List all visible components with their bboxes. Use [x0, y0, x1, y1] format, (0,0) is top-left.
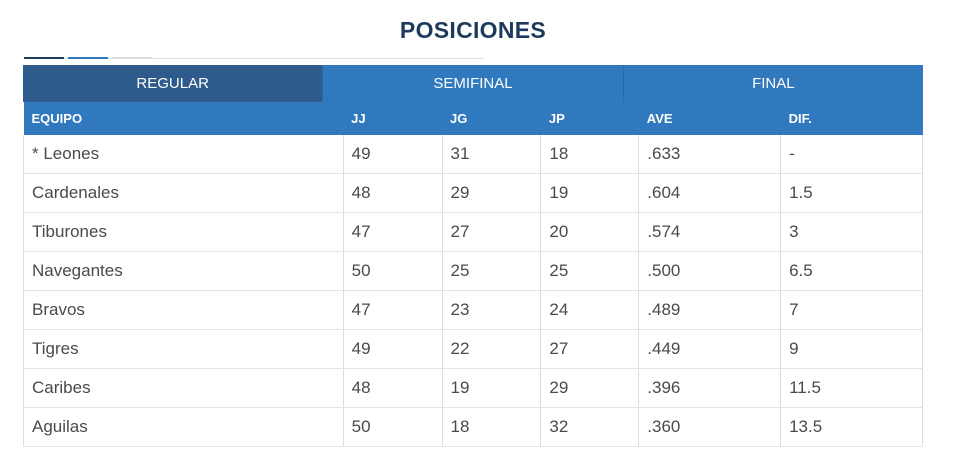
table-row: Aguilas 50 18 32 .360 13.5	[23, 407, 923, 447]
table-row: Cardenales 48 29 19 .604 1.5	[23, 173, 923, 213]
cell-jg: 23	[441, 290, 542, 330]
underline-base	[24, 58, 484, 59]
header-dif: DIF.	[780, 102, 923, 135]
cell-ave: .360	[638, 407, 782, 447]
cell-jp: 29	[540, 368, 640, 408]
cell-dif: 9	[780, 329, 923, 369]
cell-ave: .633	[638, 135, 782, 174]
cell-team: Bravos	[23, 290, 344, 330]
cell-jj: 48	[342, 173, 443, 213]
page-title: POSICIONES	[399, 17, 547, 43]
cell-team: * Leones	[23, 135, 344, 174]
cell-jg: 22	[441, 329, 542, 369]
tab-regular[interactable]: REGULAR	[23, 65, 324, 102]
cell-dif: 1.5	[780, 173, 923, 213]
underline-segment-dark	[24, 57, 64, 59]
table-row: Bravos 47 23 24 .489 7	[23, 290, 923, 330]
cell-jj: 49	[342, 135, 443, 174]
cell-ave: .604	[638, 173, 782, 213]
cell-jj: 50	[342, 251, 443, 291]
cell-dif: 13.5	[780, 407, 923, 447]
cell-team: Caribes	[23, 368, 344, 408]
standings-table: EQUIPO JJ JG JP AVE DIF. * Leones 49 31 …	[23, 102, 923, 447]
cell-team: Tigres	[23, 329, 344, 369]
underline-segment-blue	[68, 57, 108, 59]
underline-segment-grey	[112, 57, 152, 59]
table-row: Tiburones 47 27 20 .574 3	[23, 212, 923, 252]
cell-ave: .449	[638, 329, 782, 369]
cell-jg: 19	[441, 368, 542, 408]
title-underline	[24, 56, 484, 59]
cell-dif: 11.5	[780, 368, 923, 408]
cell-jg: 18	[441, 407, 542, 447]
cell-jg: 31	[441, 135, 542, 174]
cell-jp: 20	[540, 212, 640, 252]
standings-tabs: REGULAR SEMIFINAL FINAL	[23, 65, 923, 102]
cell-jg: 27	[441, 212, 542, 252]
cell-jg: 25	[441, 251, 542, 291]
cell-jp: 19	[540, 173, 640, 213]
cell-ave: .574	[638, 212, 782, 252]
header-ave: AVE	[638, 102, 781, 135]
cell-jp: 27	[540, 329, 640, 369]
cell-jj: 48	[342, 368, 443, 408]
cell-jj: 49	[342, 329, 443, 369]
header-jp: JP	[540, 102, 639, 135]
cell-jp: 25	[540, 251, 640, 291]
cell-dif: -	[780, 135, 923, 174]
cell-team: Navegantes	[23, 251, 344, 291]
cell-ave: .489	[638, 290, 782, 330]
table-row: Tigres 49 22 27 .449 9	[23, 329, 923, 369]
cell-dif: 7	[780, 290, 923, 330]
cell-jj: 47	[342, 212, 443, 252]
cell-jj: 47	[342, 290, 443, 330]
cell-dif: 3	[780, 212, 923, 252]
tab-semifinal[interactable]: SEMIFINAL	[323, 65, 624, 102]
cell-team: Cardenales	[23, 173, 344, 213]
cell-ave: .396	[638, 368, 782, 408]
cell-ave: .500	[638, 251, 782, 291]
cell-team: Aguilas	[23, 407, 344, 447]
header-jg: JG	[442, 102, 541, 135]
cell-team: Tiburones	[23, 212, 344, 252]
table-row: Navegantes 50 25 25 .500 6.5	[23, 251, 923, 291]
cell-dif: 6.5	[780, 251, 923, 291]
table-header-row: EQUIPO JJ JG JP AVE DIF.	[23, 102, 923, 135]
cell-jp: 32	[540, 407, 640, 447]
tab-final[interactable]: FINAL	[752, 75, 795, 92]
cell-jp: 18	[540, 135, 640, 174]
cell-jj: 50	[342, 407, 443, 447]
table-row: * Leones 49 31 18 .633 -	[23, 135, 923, 174]
cell-jg: 29	[441, 173, 542, 213]
table-row: Caribes 48 19 29 .396 11.5	[23, 368, 923, 408]
cell-jp: 24	[540, 290, 640, 330]
header-jj: JJ	[343, 102, 443, 135]
header-equipo: EQUIPO	[23, 102, 344, 135]
